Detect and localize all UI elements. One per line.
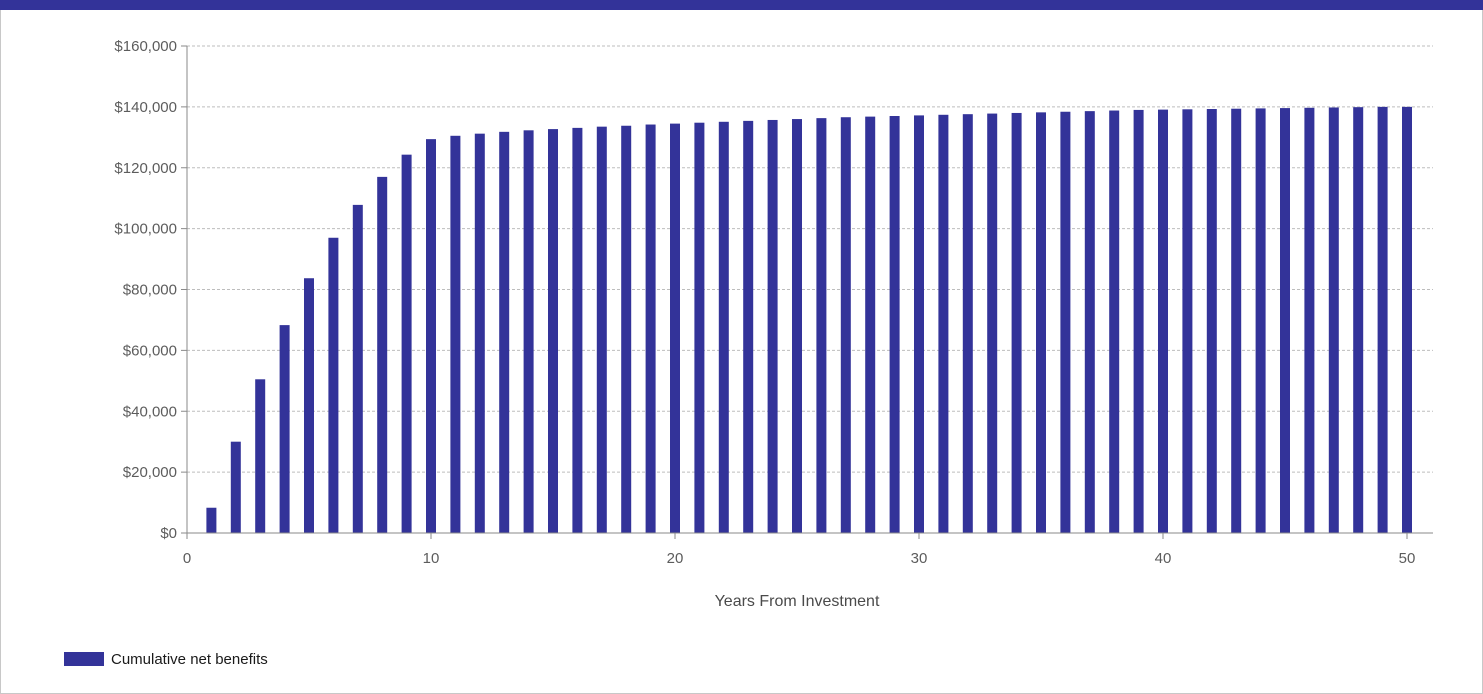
- x-axis-ticks: 0 10 20 30 40 50: [183, 533, 1416, 567]
- y-tick-label: $40,000: [123, 403, 177, 420]
- bar: [1158, 109, 1168, 533]
- bar: [1255, 108, 1266, 533]
- bar: [1011, 112, 1022, 534]
- bar: [645, 124, 656, 533]
- x-tick-label: 20: [667, 550, 684, 567]
- bar: [255, 379, 266, 533]
- bar: [840, 117, 851, 533]
- bar: [401, 154, 412, 534]
- x-tick-label: 40: [1155, 550, 1172, 567]
- bar-series: [206, 106, 1412, 534]
- bar: [1328, 107, 1339, 533]
- bar: [1353, 107, 1364, 533]
- bar: [499, 131, 510, 534]
- bar: [743, 120, 754, 533]
- bar: [377, 176, 388, 533]
- y-tick-label: $60,000: [123, 342, 177, 359]
- bar: [792, 119, 802, 534]
- x-tick-label: 50: [1399, 550, 1416, 567]
- bar: [987, 113, 998, 533]
- bar: [1280, 108, 1290, 533]
- bar: [1060, 111, 1071, 534]
- y-tick-label: $120,000: [114, 160, 177, 177]
- legend-label: Cumulative net benefits: [111, 650, 268, 668]
- bar: [450, 135, 461, 533]
- x-tick-label: 0: [183, 550, 191, 567]
- legend: Cumulative net benefits: [64, 650, 268, 668]
- y-tick-label: $140,000: [114, 99, 177, 116]
- bar: [816, 118, 827, 533]
- y-tick-label: $20,000: [123, 464, 177, 481]
- bar: [1377, 106, 1388, 533]
- bar: [230, 441, 241, 533]
- bar: [865, 116, 876, 534]
- y-tick-label: $100,000: [114, 221, 177, 238]
- legend-swatch: [64, 652, 104, 666]
- bar: [523, 130, 534, 533]
- bar: [670, 123, 680, 533]
- bar: [1133, 109, 1144, 533]
- bar: [426, 139, 436, 534]
- x-tick-label: 30: [911, 550, 928, 567]
- bar: [694, 122, 705, 533]
- bar: [279, 325, 290, 533]
- x-axis-title: Years From Investment: [715, 593, 880, 610]
- bar: [718, 121, 729, 534]
- bar: [621, 125, 632, 533]
- bar: [1036, 112, 1046, 533]
- bar: [938, 114, 949, 533]
- x-tick-label: 10: [423, 550, 440, 567]
- bar: [206, 507, 217, 533]
- bar: [474, 133, 485, 533]
- bar: [1402, 106, 1412, 533]
- bar: [572, 127, 583, 533]
- bar: [1231, 108, 1242, 534]
- y-tick-label: $0: [160, 525, 177, 542]
- bar: [1084, 111, 1095, 533]
- y-axis-ticks: $0 $20,000 $40,000 $60,000 $80,000 $100,000 $1…: [114, 38, 187, 542]
- y-tick-label: $80,000: [123, 282, 177, 299]
- bar: [889, 116, 900, 533]
- y-tick-label: $160,000: [114, 38, 177, 55]
- header-bar: [0, 0, 1483, 10]
- bar: [914, 115, 924, 534]
- bar: [304, 278, 314, 533]
- bar: [1206, 109, 1217, 534]
- bar: [962, 114, 973, 534]
- bar: [1109, 110, 1120, 533]
- gridlines: [187, 45, 1433, 473]
- bar: [352, 204, 363, 534]
- bar: [1182, 109, 1193, 533]
- bar: [1304, 107, 1315, 534]
- bar: [596, 126, 607, 534]
- bar: [548, 129, 558, 534]
- bar: [767, 119, 778, 533]
- bar: [328, 237, 339, 533]
